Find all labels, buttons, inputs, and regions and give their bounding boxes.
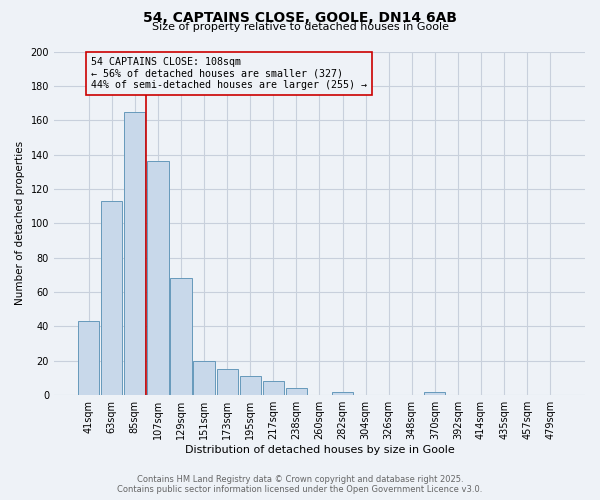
Text: 54, CAPTAINS CLOSE, GOOLE, DN14 6AB: 54, CAPTAINS CLOSE, GOOLE, DN14 6AB xyxy=(143,11,457,25)
Bar xyxy=(263,382,284,395)
Text: 54 CAPTAINS CLOSE: 108sqm
← 56% of detached houses are smaller (327)
44% of semi: 54 CAPTAINS CLOSE: 108sqm ← 56% of detac… xyxy=(91,56,367,90)
Bar xyxy=(286,388,307,395)
Bar xyxy=(332,392,353,395)
Text: Size of property relative to detached houses in Goole: Size of property relative to detached ho… xyxy=(151,22,449,32)
Bar xyxy=(217,370,238,395)
Y-axis label: Number of detached properties: Number of detached properties xyxy=(15,142,25,306)
Bar xyxy=(124,112,145,395)
Bar xyxy=(147,162,169,395)
Bar xyxy=(170,278,191,395)
X-axis label: Distribution of detached houses by size in Goole: Distribution of detached houses by size … xyxy=(185,445,454,455)
Bar xyxy=(78,322,99,395)
Text: Contains HM Land Registry data © Crown copyright and database right 2025.
Contai: Contains HM Land Registry data © Crown c… xyxy=(118,474,482,494)
Bar xyxy=(101,201,122,395)
Bar xyxy=(424,392,445,395)
Bar xyxy=(193,361,215,395)
Bar xyxy=(239,376,261,395)
